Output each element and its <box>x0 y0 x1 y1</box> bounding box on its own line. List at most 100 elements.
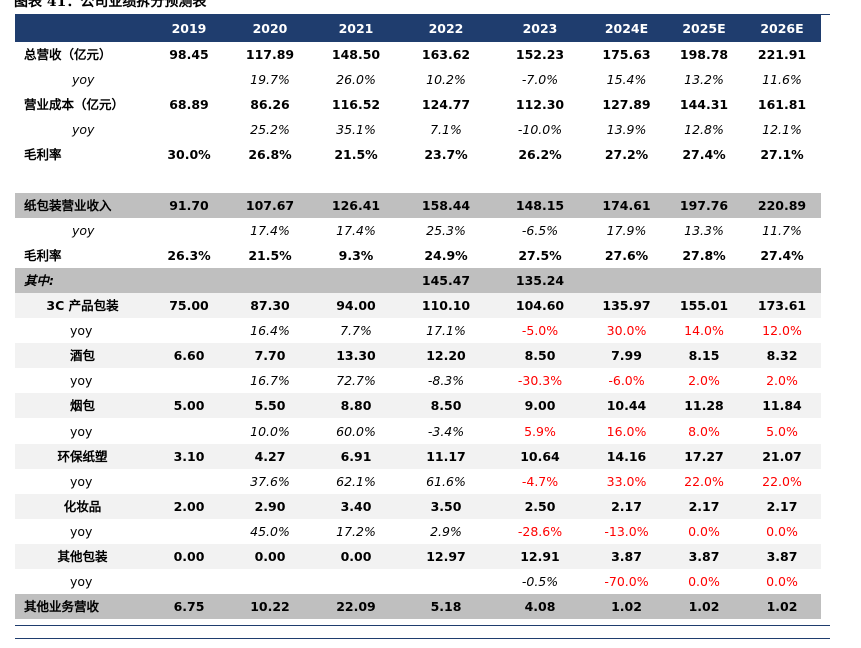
table-cell: 4.27 <box>254 448 286 464</box>
top-rule <box>15 14 830 15</box>
row-background <box>15 493 821 519</box>
table-cell: 60.0% <box>336 423 376 439</box>
table-cell: 2.50 <box>524 498 556 514</box>
table-cell: 21.07 <box>762 448 802 464</box>
table-cell: 86.26 <box>250 97 290 113</box>
table-cell: 15.4% <box>606 72 647 88</box>
table-cell: 35.1% <box>336 122 376 138</box>
table-cell: 13.30 <box>336 348 376 364</box>
table-cell: 3.87 <box>766 549 798 564</box>
table-cell: 62.1% <box>336 473 376 489</box>
table-cell: 27.5% <box>518 247 562 263</box>
table-cell: 11.17 <box>426 448 466 464</box>
column-header: 2025E <box>682 21 726 36</box>
table-cell: 0.00 <box>340 549 372 564</box>
table-cell: 175.63 <box>602 47 651 62</box>
row-background <box>15 267 821 293</box>
row-label: yoy <box>72 72 95 88</box>
table-cell: 198.78 <box>679 47 729 62</box>
table-cell: 2.0% <box>766 373 798 389</box>
row-background <box>15 343 821 369</box>
table-cell: -6.0% <box>608 373 645 389</box>
table-cell: 7.1% <box>430 122 462 138</box>
table-cell: 91.70 <box>169 197 209 213</box>
table-cell: 0.00 <box>254 549 286 564</box>
table-cell: 116.52 <box>331 97 381 113</box>
table-cell: 158.44 <box>421 197 471 213</box>
table-cell: 37.6% <box>250 473 290 489</box>
table-cell: 98.45 <box>169 47 209 62</box>
column-header: 2026E <box>760 21 804 36</box>
table-cell: 72.7% <box>336 373 376 389</box>
bottom-rule <box>15 625 830 626</box>
table-cell: 27.4% <box>682 147 726 163</box>
table-cell: 2.9% <box>430 523 462 539</box>
table-cell: 10.44 <box>606 398 647 414</box>
table-cell: 3.50 <box>430 498 462 514</box>
table-cell: 8.32 <box>766 348 798 364</box>
header-row <box>15 15 821 42</box>
row-background <box>15 293 821 319</box>
table-cell: 26.8% <box>248 147 292 163</box>
table-cell: 1.02 <box>688 599 720 615</box>
table-cell: 27.2% <box>604 147 649 163</box>
table-cell: 33.0% <box>606 473 647 489</box>
table-cell: 5.0% <box>766 423 798 439</box>
column-header: 2019 <box>171 21 207 36</box>
table-cell: 8.0% <box>688 423 720 439</box>
table-cell: 19.7% <box>250 72 290 88</box>
table-cell: -28.6% <box>517 523 563 539</box>
table-cell: -0.5% <box>521 574 559 590</box>
table-cell: 6.60 <box>173 348 205 364</box>
table-cell: 0.0% <box>766 523 798 539</box>
table-cell: 7.70 <box>254 348 286 364</box>
table-cell: 11.84 <box>762 398 802 414</box>
table-cell: 17.1% <box>426 323 466 339</box>
table-cell: 16.4% <box>250 323 290 339</box>
table-cell: 3.40 <box>340 498 372 514</box>
row-label: yoy <box>72 222 95 238</box>
table-cell: 152.23 <box>515 47 565 62</box>
table-cell: 5.00 <box>173 398 205 414</box>
table-cell: 2.0% <box>688 373 720 389</box>
table-cell: 12.8% <box>684 122 724 138</box>
table-cell: 61.6% <box>426 473 466 489</box>
table-cell: 16.0% <box>606 423 647 439</box>
row-label: 酒包 <box>69 348 95 364</box>
row-label: 环保纸塑 <box>57 448 108 464</box>
table-cell: 8.15 <box>688 348 720 364</box>
table-cell: 94.00 <box>336 298 376 313</box>
table-cell: 30.0% <box>606 323 647 339</box>
table-cell: 27.8% <box>682 247 726 263</box>
row-label: 毛利率 <box>24 147 62 163</box>
row-background <box>15 393 821 419</box>
table-cell: 8.50 <box>430 398 462 414</box>
table-cell: 26.2% <box>518 147 562 163</box>
table-cell: 6.91 <box>340 448 372 464</box>
column-header: 2023 <box>522 21 558 36</box>
row-label: 化妆品 <box>63 498 102 514</box>
column-header: 2024E <box>604 21 649 36</box>
table-cell: 110.10 <box>421 298 471 313</box>
table-cell: 173.61 <box>757 298 807 313</box>
table-cell: 163.62 <box>421 47 471 62</box>
table-cell: 127.89 <box>602 97 651 113</box>
row-label: yoy <box>70 323 93 339</box>
table-cell: 4.08 <box>524 599 556 615</box>
table-cell: 9.00 <box>524 398 556 414</box>
table-cell: 27.6% <box>604 247 649 263</box>
row-background <box>15 544 821 570</box>
table-cell: 104.60 <box>515 298 565 313</box>
table-cell: 1.02 <box>611 599 642 615</box>
table-cell: 117.89 <box>245 47 295 62</box>
table-cell: 75.00 <box>169 298 209 313</box>
table-cell: -70.0% <box>604 574 649 590</box>
table-cell: 12.1% <box>762 122 802 138</box>
table-cell: -3.4% <box>427 423 465 439</box>
row-label: 毛利率 <box>24 247 62 263</box>
table-cell: 22.0% <box>762 473 802 489</box>
table-cell: 11.6% <box>762 72 802 88</box>
table-cell: 2.17 <box>688 498 720 514</box>
row-label: 其他包装 <box>57 549 108 564</box>
